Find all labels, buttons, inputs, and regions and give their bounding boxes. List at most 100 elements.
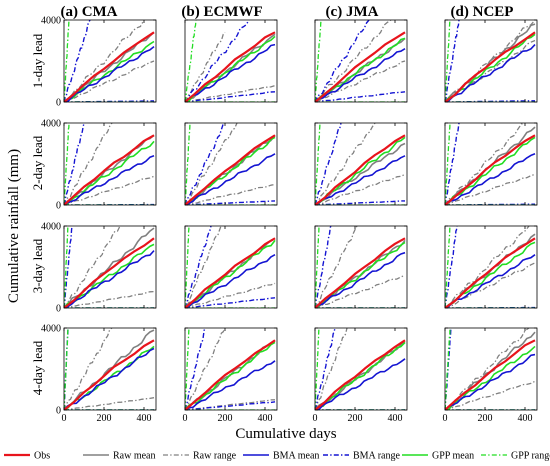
column-title-cma: (a) CMA (60, 4, 117, 20)
subplot-frame (184, 225, 278, 309)
bma-mean-line (64, 347, 155, 410)
y-tick-label: 0 (56, 304, 61, 315)
gpp-range-line (64, 328, 69, 410)
subplot (314, 225, 408, 309)
y-tick-label: 0 (56, 406, 61, 417)
x-tick-label: 400 (258, 413, 273, 424)
raw-range-line (185, 123, 238, 205)
obs-line (445, 237, 536, 308)
legend-label: Raw range (193, 451, 237, 462)
bma-mean-line (315, 48, 406, 102)
subplot-series (185, 20, 276, 102)
subplot-series (185, 328, 276, 410)
legend-label: BMA range (353, 451, 401, 462)
subplot: 0 4000 (41, 16, 157, 109)
bma-mean-line (185, 253, 276, 308)
raw-range-line (315, 60, 406, 102)
subplot-frame (444, 225, 538, 309)
gpp-mean-line (185, 35, 276, 102)
bma-mean-line (315, 155, 406, 205)
row-label-3-day: 3-day lead (30, 238, 45, 293)
gpp-range-line (315, 20, 322, 102)
raw-mean-line (315, 142, 406, 205)
x-tick-label: 400 (388, 413, 403, 424)
subplot-series (445, 226, 536, 308)
legend-item: GPP range (481, 451, 550, 462)
gpp-range-line (445, 226, 451, 308)
subplot-frame (184, 122, 278, 206)
raw-range-line (315, 123, 376, 205)
y-tick-label: 4000 (41, 324, 61, 335)
subplot-series (64, 226, 155, 308)
row-label-4-day: 4-day lead (30, 340, 45, 395)
legend-item: Obs (4, 451, 50, 462)
obs-line (185, 31, 276, 102)
gpp-mean-line (64, 243, 155, 308)
row-label-2-day: 2-day lead (30, 135, 45, 190)
subplot: 0 4000 (41, 222, 157, 315)
bma-mean-line (445, 254, 536, 308)
x-tick-label: 200 (97, 413, 112, 424)
obs-line (64, 237, 155, 308)
bma-mean-line (315, 358, 406, 410)
y-tick-label: 0 (56, 201, 61, 212)
column-title-jma: (c) JMA (326, 4, 379, 20)
gpp-range-line (185, 123, 191, 205)
subplot-series (315, 123, 406, 205)
raw-range-line (315, 20, 392, 102)
subplot-frame (184, 327, 278, 411)
gpp-mean-line (445, 136, 536, 205)
subplot (184, 225, 278, 309)
raw-range-line (185, 328, 226, 410)
y-tick-label: 0 (56, 98, 61, 109)
bma-range-line (64, 226, 73, 308)
y-axis-title: Cumulative rainfall (mm) (6, 149, 22, 303)
gpp-range-line (64, 123, 70, 205)
gpp-range-line (445, 328, 451, 410)
x-tick-label: 400 (518, 413, 533, 424)
x-tick-label: 200 (348, 413, 363, 424)
obs-line (315, 237, 406, 308)
obs-line (315, 134, 406, 205)
bma-mean-line (445, 153, 536, 205)
bma-range-line (185, 401, 276, 410)
subplot-series (445, 20, 536, 102)
subplot (314, 122, 408, 206)
obs-line (445, 134, 536, 205)
raw-range-line (445, 262, 536, 308)
column-title-ecmwf: (b) ECMWF (181, 4, 262, 20)
gpp-range-line (185, 328, 190, 410)
bma-mean-line (445, 44, 536, 102)
gpp-range-line (445, 20, 451, 102)
subplot-frame (444, 122, 538, 206)
bma-range-line (185, 123, 226, 205)
gpp-range-line (315, 328, 320, 410)
gpp-range-line (315, 123, 321, 205)
legend-label: BMA mean (273, 451, 319, 462)
legend-item: GPP mean (402, 451, 474, 462)
bma-range-line (64, 20, 91, 102)
subplot: 0 200 400 (443, 327, 538, 424)
legend-label: Obs (34, 451, 50, 462)
x-tick-label: 0 (313, 413, 318, 424)
raw-mean-line (64, 134, 155, 205)
y-tick-label: 4000 (41, 16, 61, 27)
bma-range-line (445, 20, 460, 102)
bma-range-line (315, 123, 342, 205)
subplot-frame (63, 225, 157, 309)
subplot-series (64, 20, 155, 102)
subplot-frame (63, 327, 157, 411)
x-axis-title: Cumulative days (235, 426, 336, 442)
legend-label: GPP range (511, 451, 550, 462)
gpp-range-line (185, 20, 197, 102)
gpp-range-line (64, 226, 69, 308)
raw-range-line (185, 183, 276, 205)
raw-range-line (445, 226, 530, 308)
gpp-mean-line (185, 341, 276, 410)
x-tick-label: 400 (137, 413, 152, 424)
bma-mean-line (64, 155, 155, 205)
obs-line (185, 134, 276, 205)
raw-range-line (445, 39, 536, 102)
subplot-series (185, 226, 276, 308)
